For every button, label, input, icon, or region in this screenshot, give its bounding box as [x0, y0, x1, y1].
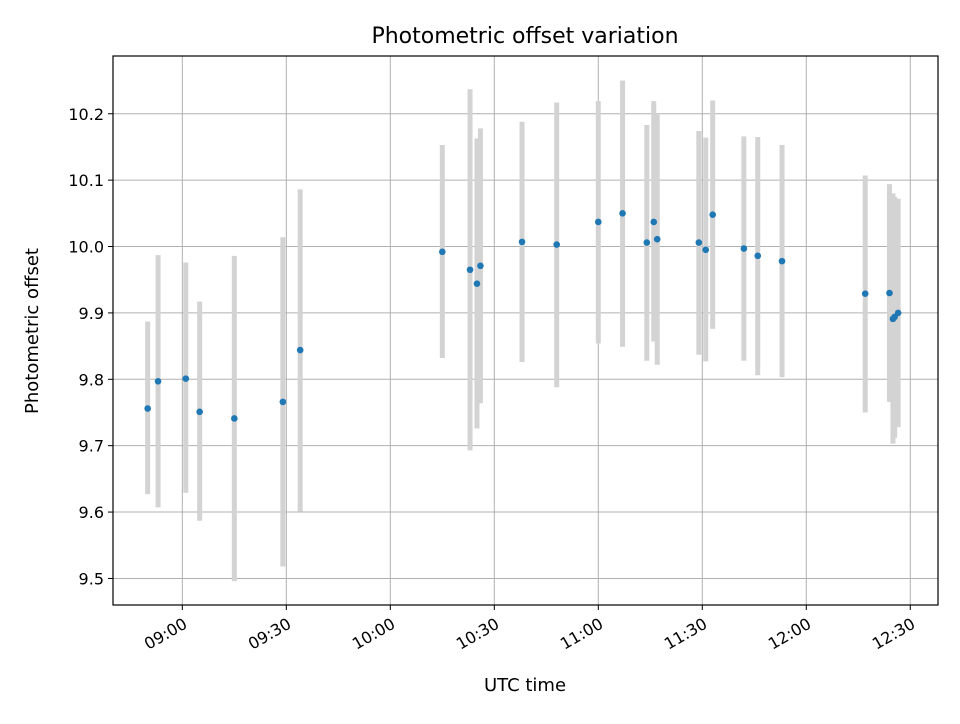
data-point: [894, 309, 902, 317]
x-tick-label: 12:00: [765, 614, 814, 654]
data-point: [231, 415, 238, 422]
errorbar-layer: [145, 80, 901, 582]
data-point: [778, 257, 786, 265]
data-point: [296, 346, 304, 354]
y-tick-label: 9.6: [79, 503, 104, 522]
data-point: [473, 280, 481, 287]
y-tick-label: 9.5: [79, 569, 104, 588]
data-point: [466, 266, 474, 274]
data-point: [695, 239, 703, 246]
data-point: [144, 405, 151, 412]
data-point: [643, 239, 651, 246]
data-point: [518, 238, 526, 246]
data-point: [754, 252, 762, 260]
x-tick-label: 09:30: [245, 614, 294, 654]
x-tick-label: 11:00: [557, 614, 606, 654]
y-tick-label: 9.9: [79, 304, 104, 323]
chart-title: Photometric offset variation: [371, 24, 678, 49]
data-point: [861, 290, 869, 297]
y-tick-label: 9.7: [79, 437, 104, 456]
y-axis-label: Photometric offset: [22, 248, 43, 414]
data-point: [702, 246, 710, 254]
data-point: [653, 235, 661, 243]
y-tick-label: 9.8: [79, 370, 104, 389]
data-point: [439, 248, 446, 256]
point-layer: [144, 210, 902, 422]
data-point: [477, 262, 484, 270]
axes-frame: [112, 55, 939, 606]
x-tick-label: 10:30: [453, 614, 502, 654]
x-axis-label: UTC time: [484, 675, 566, 696]
data-point: [709, 211, 716, 218]
data-point: [650, 218, 658, 226]
y-tick-label: 10.1: [68, 171, 104, 190]
x-tick-label: 12:30: [869, 614, 918, 654]
data-point: [740, 245, 748, 252]
y-tick-label: 10.2: [68, 105, 104, 124]
data-point: [886, 289, 893, 297]
data-point: [182, 375, 190, 382]
data-point: [594, 218, 602, 226]
y-tick-label: 10.0: [68, 238, 104, 257]
data-point: [553, 241, 560, 248]
x-tick-label: 11:30: [661, 614, 710, 654]
data-point: [154, 377, 162, 385]
x-tick-label: 10:00: [349, 614, 398, 654]
x-tick-label: 09:00: [141, 614, 190, 654]
data-point: [279, 398, 287, 406]
data-point: [196, 408, 203, 416]
data-point: [619, 210, 626, 217]
